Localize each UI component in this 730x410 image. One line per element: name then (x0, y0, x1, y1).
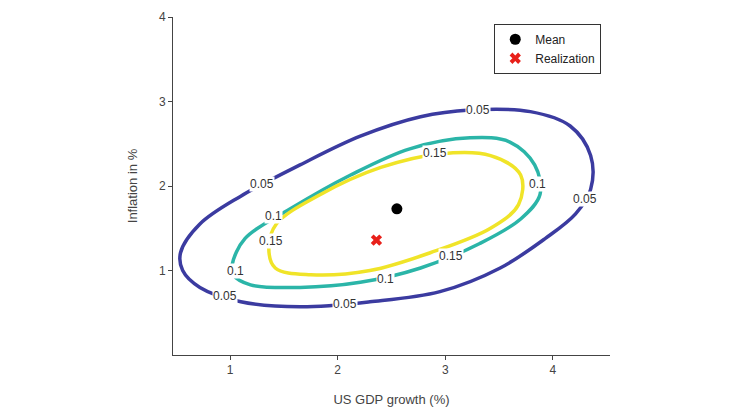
svg-text:US GDP growth (%): US GDP growth (%) (333, 392, 449, 407)
svg-text:0.05: 0.05 (573, 192, 597, 206)
svg-text:0.15: 0.15 (439, 249, 463, 263)
svg-text:4: 4 (550, 363, 557, 377)
svg-text:0.15: 0.15 (259, 234, 283, 248)
svg-text:2: 2 (334, 363, 341, 377)
svg-text:0.1: 0.1 (227, 264, 244, 278)
svg-text:1: 1 (227, 363, 234, 377)
svg-text:Realization: Realization (535, 52, 594, 66)
svg-text:0.05: 0.05 (333, 297, 357, 311)
svg-text:0.1: 0.1 (265, 209, 282, 223)
svg-text:1: 1 (159, 264, 166, 278)
svg-text:4: 4 (159, 10, 166, 24)
svg-text:0.15: 0.15 (423, 146, 447, 160)
svg-text:0.05: 0.05 (466, 103, 490, 117)
svg-text:0.05: 0.05 (213, 289, 237, 303)
svg-text:3: 3 (442, 363, 449, 377)
svg-text:0.05: 0.05 (250, 177, 274, 191)
svg-text:Mean: Mean (535, 33, 565, 47)
svg-text:3: 3 (159, 95, 166, 109)
svg-text:2: 2 (159, 179, 166, 193)
svg-text:0.1: 0.1 (529, 177, 546, 191)
svg-text:Inflation in %: Inflation in % (125, 148, 140, 223)
svg-text:0.1: 0.1 (377, 272, 394, 286)
